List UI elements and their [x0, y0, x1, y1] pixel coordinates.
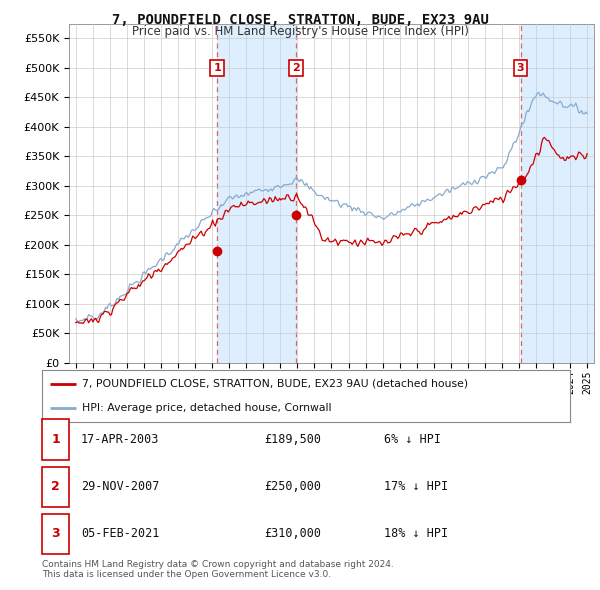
- Text: 2: 2: [51, 480, 60, 493]
- Text: 1: 1: [213, 63, 221, 73]
- Text: 7, POUNDFIELD CLOSE, STRATTON, BUDE, EX23 9AU: 7, POUNDFIELD CLOSE, STRATTON, BUDE, EX2…: [112, 13, 488, 27]
- Text: 3: 3: [517, 63, 524, 73]
- Bar: [217, 24, 296, 363]
- Text: 6% ↓ HPI: 6% ↓ HPI: [384, 433, 441, 446]
- Text: £189,500: £189,500: [264, 433, 321, 446]
- Text: 7, POUNDFIELD CLOSE, STRATTON, BUDE, EX23 9AU (detached house): 7, POUNDFIELD CLOSE, STRATTON, BUDE, EX2…: [82, 379, 468, 389]
- Text: 29-NOV-2007: 29-NOV-2007: [81, 480, 160, 493]
- Text: Contains HM Land Registry data © Crown copyright and database right 2024.
This d: Contains HM Land Registry data © Crown c…: [42, 560, 394, 579]
- Text: £310,000: £310,000: [264, 527, 321, 540]
- Text: 1: 1: [51, 433, 60, 446]
- Text: 05-FEB-2021: 05-FEB-2021: [81, 527, 160, 540]
- Text: 2: 2: [292, 63, 300, 73]
- Text: £250,000: £250,000: [264, 480, 321, 493]
- Text: 17-APR-2003: 17-APR-2003: [81, 433, 160, 446]
- Bar: [521, 24, 594, 363]
- Text: 17% ↓ HPI: 17% ↓ HPI: [384, 480, 448, 493]
- Text: Price paid vs. HM Land Registry's House Price Index (HPI): Price paid vs. HM Land Registry's House …: [131, 25, 469, 38]
- Text: 18% ↓ HPI: 18% ↓ HPI: [384, 527, 448, 540]
- Text: HPI: Average price, detached house, Cornwall: HPI: Average price, detached house, Corn…: [82, 403, 331, 413]
- Text: 3: 3: [51, 527, 60, 540]
